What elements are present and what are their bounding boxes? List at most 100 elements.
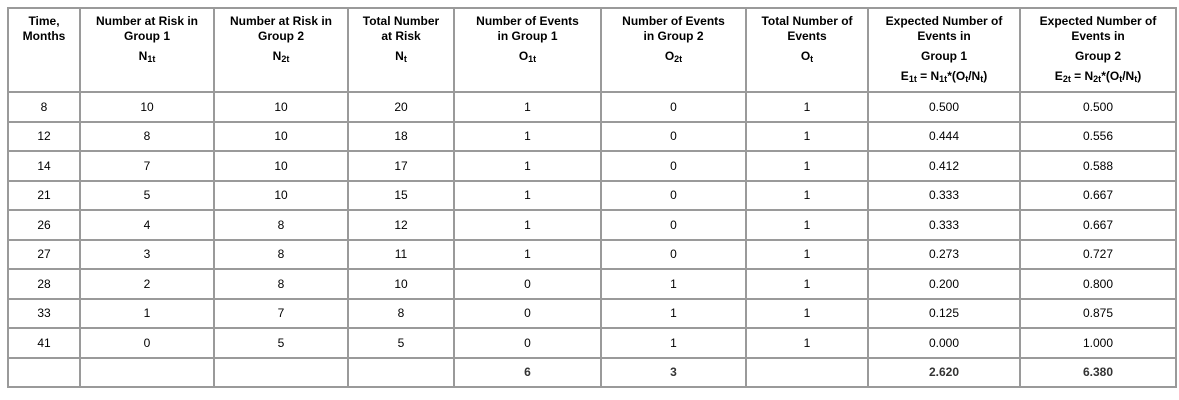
header-expected-group1-formula: E1t = N1t*(Ot/Nt): [900, 69, 988, 84]
cell-time: 26: [7, 209, 81, 241]
header-total-events-symbol: Ot: [800, 49, 814, 64]
header-total-events-line1: Total Number of: [761, 14, 853, 28]
header-risk-group2: Number at Risk in Group 2 N2t: [213, 7, 349, 93]
header-events-group2-line1: Number of Events: [622, 14, 725, 28]
header-expected-group2: Expected Number of Events in Group 2 E2t…: [1019, 7, 1177, 93]
header-time-line2: Months: [22, 29, 66, 43]
cell-risk-group1: 5: [79, 179, 215, 211]
cell-expected-group1: 0.333: [867, 209, 1021, 241]
cell-risk-group2: 7: [213, 297, 349, 329]
cell-risk-group1: 4: [79, 209, 215, 241]
cell-events-group2: 0: [600, 150, 747, 182]
cell-total-events: 1: [745, 268, 869, 300]
cell-events-group2: 0: [600, 238, 747, 270]
cell-expected-group2: 0.875: [1019, 297, 1177, 329]
cell-events-group1: 0: [453, 268, 602, 300]
table-row: 26 4 8 12 1 0 1 0.333 0.667: [7, 209, 1177, 241]
cell-expected-group2: 0.667: [1019, 209, 1177, 241]
cell-risk-group2: 10: [213, 120, 349, 152]
cell-time: 21: [7, 179, 81, 211]
cell-events-group1: 1: [453, 238, 602, 270]
header-risk-group2-line1: Number at Risk in: [229, 14, 333, 28]
header-events-group1: Number of Events in Group 1 O1t: [453, 7, 602, 93]
cell-events-group1: 0: [453, 297, 602, 329]
header-risk-group1: Number at Risk in Group 1 N1t: [79, 7, 215, 93]
total-total-events: [745, 356, 869, 388]
cell-total-risk: 17: [347, 150, 455, 182]
header-total-events: Total Number of Events Ot: [745, 7, 869, 93]
totals-row: 6 3 2.620 6.380: [7, 356, 1177, 388]
total-risk-group2: [213, 356, 349, 388]
cell-expected-group2: 0.500: [1019, 91, 1177, 123]
cell-events-group2: 1: [600, 268, 747, 300]
cell-expected-group1: 0.273: [867, 238, 1021, 270]
cell-total-events: 1: [745, 238, 869, 270]
life-table: Time, Months Number at Risk in Group 1 N…: [7, 7, 1177, 388]
cell-events-group2: 0: [600, 209, 747, 241]
total-risk-group1: [79, 356, 215, 388]
cell-expected-group2: 0.556: [1019, 120, 1177, 152]
cell-risk-group1: 1: [79, 297, 215, 329]
header-total-risk-line2: at Risk: [381, 29, 421, 43]
header-expected-group1-line2: Events in: [917, 29, 971, 43]
cell-expected-group1: 0.412: [867, 150, 1021, 182]
cell-expected-group2: 0.800: [1019, 268, 1177, 300]
cell-time: 8: [7, 91, 81, 123]
cell-total-risk: 15: [347, 179, 455, 211]
header-time: Time, Months: [7, 7, 81, 93]
header-risk-group2-symbol: N2t: [272, 49, 290, 64]
cell-events-group1: 1: [453, 91, 602, 123]
cell-expected-group2: 0.667: [1019, 179, 1177, 211]
header-expected-group2-line1: Expected Number of: [1039, 14, 1157, 28]
header-events-group2-symbol: O2t: [664, 49, 683, 64]
table-row: 8 10 10 20 1 0 1 0.500 0.500: [7, 91, 1177, 123]
cell-risk-group1: 2: [79, 268, 215, 300]
header-expected-group1-group: Group 1: [920, 49, 967, 63]
cell-total-events: 1: [745, 209, 869, 241]
cell-risk-group1: 3: [79, 238, 215, 270]
header-events-group2-line2: in Group 2: [643, 29, 704, 43]
cell-total-risk: 20: [347, 91, 455, 123]
header-events-group2: Number of Events in Group 2 O2t: [600, 7, 747, 93]
cell-expected-group1: 0.500: [867, 91, 1021, 123]
table-row: 33 1 7 8 0 1 1 0.125 0.875: [7, 297, 1177, 329]
header-expected-group2-line2: Events in: [1071, 29, 1125, 43]
header-risk-group1-line2: Group 1: [123, 29, 170, 43]
header-expected-group1-line1: Expected Number of: [885, 14, 1003, 28]
cell-risk-group1: 10: [79, 91, 215, 123]
total-expected-group2: 6.380: [1019, 356, 1177, 388]
cell-total-risk: 8: [347, 297, 455, 329]
cell-events-group2: 1: [600, 297, 747, 329]
cell-total-events: 1: [745, 179, 869, 211]
header-row: Time, Months Number at Risk in Group 1 N…: [7, 7, 1177, 93]
cell-risk-group2: 8: [213, 209, 349, 241]
header-total-risk-symbol: Nt: [395, 49, 407, 64]
cell-total-risk: 10: [347, 268, 455, 300]
table-row: 28 2 8 10 0 1 1 0.200 0.800: [7, 268, 1177, 300]
table-row: 27 3 8 11 1 0 1 0.273 0.727: [7, 238, 1177, 270]
header-expected-group2-formula: E2t = N2t*(Ot/Nt): [1054, 69, 1142, 84]
cell-events-group1: 1: [453, 120, 602, 152]
cell-risk-group2: 5: [213, 327, 349, 359]
cell-risk-group2: 10: [213, 91, 349, 123]
cell-total-risk: 12: [347, 209, 455, 241]
header-risk-group1-line1: Number at Risk in: [95, 14, 199, 28]
cell-risk-group2: 10: [213, 150, 349, 182]
cell-risk-group1: 0: [79, 327, 215, 359]
cell-events-group2: 0: [600, 120, 747, 152]
header-risk-group2-line2: Group 2: [257, 29, 304, 43]
cell-total-risk: 5: [347, 327, 455, 359]
cell-expected-group1: 0.000: [867, 327, 1021, 359]
table-row: 14 7 10 17 1 0 1 0.412 0.588: [7, 150, 1177, 182]
cell-total-risk: 18: [347, 120, 455, 152]
cell-expected-group2: 0.727: [1019, 238, 1177, 270]
cell-events-group2: 0: [600, 179, 747, 211]
header-total-risk: Total Number at Risk Nt: [347, 7, 455, 93]
cell-time: 14: [7, 150, 81, 182]
header-risk-group1-symbol: N1t: [138, 49, 156, 64]
cell-time: 27: [7, 238, 81, 270]
cell-expected-group1: 0.333: [867, 179, 1021, 211]
cell-events-group2: 1: [600, 327, 747, 359]
total-events-group1: 6: [453, 356, 602, 388]
cell-events-group1: 1: [453, 179, 602, 211]
